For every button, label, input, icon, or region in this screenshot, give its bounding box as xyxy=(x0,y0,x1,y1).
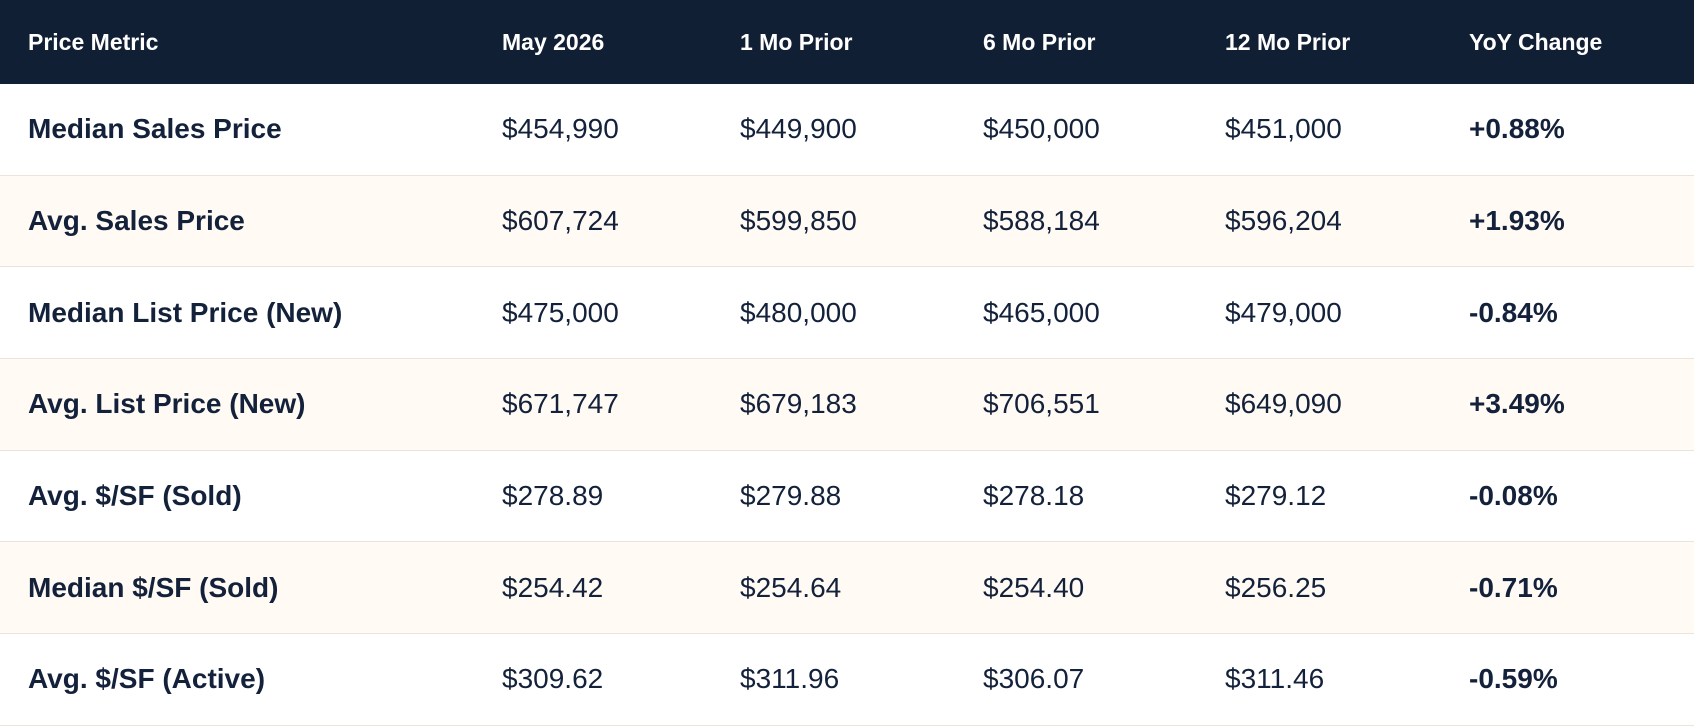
cell: $588,184 xyxy=(983,205,1100,237)
cell: $679,183 xyxy=(740,388,857,420)
cell: $254.40 xyxy=(983,571,1085,603)
cell: -0.84% xyxy=(1469,296,1558,328)
cell: +3.49% xyxy=(1469,388,1565,420)
cell: $480,000 xyxy=(740,296,857,328)
cell: Avg. $/SF (Sold) xyxy=(28,480,242,512)
cell: $475,000 xyxy=(502,296,619,328)
table-row: Median List Price (New) $475,000 $480,000 $… xyxy=(0,267,1694,360)
cell: $454,990 xyxy=(502,113,619,145)
table-row: Avg. List Price (New) $671,747 $679,183 $70… xyxy=(0,359,1694,451)
cell: $479,000 xyxy=(1225,296,1342,328)
cell: $465,000 xyxy=(983,296,1100,328)
table-row: Median Sales Price $454,990 $449,900 $450,0… xyxy=(0,84,1694,176)
cell: $451,000 xyxy=(1225,113,1342,145)
cell: Avg. List Price (New) xyxy=(28,388,306,420)
cell: -0.08% xyxy=(1469,480,1558,512)
cell: $649,090 xyxy=(1225,388,1342,420)
cell: Avg. Sales Price xyxy=(28,205,245,237)
cell: May 2026 xyxy=(502,28,605,55)
cell: $309.62 xyxy=(502,663,604,695)
cell: -0.59% xyxy=(1469,663,1558,695)
cell: $279.88 xyxy=(740,480,842,512)
cell: $311.46 xyxy=(1225,663,1325,695)
cell: $256.25 xyxy=(1225,571,1327,603)
table-row: Avg. $/SF (Sold) $278.89 $279.88 $278.18 $27… xyxy=(0,451,1694,543)
cell: $279.12 xyxy=(1225,480,1327,512)
cell: $449,900 xyxy=(740,113,857,145)
cell: $607,724 xyxy=(502,205,619,237)
cell: 12 Mo Prior xyxy=(1225,28,1351,55)
cell: $311.96 xyxy=(740,663,840,695)
cell: $254.42 xyxy=(502,571,604,603)
cell: Avg. $/SF (Active) xyxy=(28,663,266,695)
cell: $599,850 xyxy=(740,205,857,237)
cell: $450,000 xyxy=(983,113,1100,145)
cell: Price Metric xyxy=(28,28,159,55)
cell: Median $/SF (Sold) xyxy=(28,571,279,603)
cell: Median Sales Price xyxy=(28,113,282,145)
cell: 1 Mo Prior xyxy=(740,28,853,55)
cell: $706,551 xyxy=(983,388,1100,420)
cell: $278.18 xyxy=(983,480,1085,512)
cell: -0.71% xyxy=(1469,571,1558,603)
cell: $596,204 xyxy=(1225,205,1342,237)
cell: 6 Mo Prior xyxy=(983,28,1096,55)
cell: $278.89 xyxy=(502,480,604,512)
table-row: Avg. Sales Price $607,724 $599,850 $588,184… xyxy=(0,175,1694,268)
cell: $671,747 xyxy=(502,388,619,420)
cell: YoY Change xyxy=(1469,28,1603,55)
table-row: Avg. $/SF (Active) $309.62 $311.96 $306.07 $… xyxy=(0,634,1694,726)
table-row: Median $/SF (Sold) $254.42 $254.64 $254.40 $… xyxy=(0,542,1694,635)
cell: Median List Price (New) xyxy=(28,296,343,328)
cell: $306.07 xyxy=(983,663,1085,695)
cell: +1.93% xyxy=(1469,205,1565,237)
cell: +0.88% xyxy=(1469,113,1565,145)
cell: $254.64 xyxy=(740,571,842,603)
header-row: Price Metric May 2026 1 Mo Prior 6 Mo Prior… xyxy=(0,0,1694,84)
